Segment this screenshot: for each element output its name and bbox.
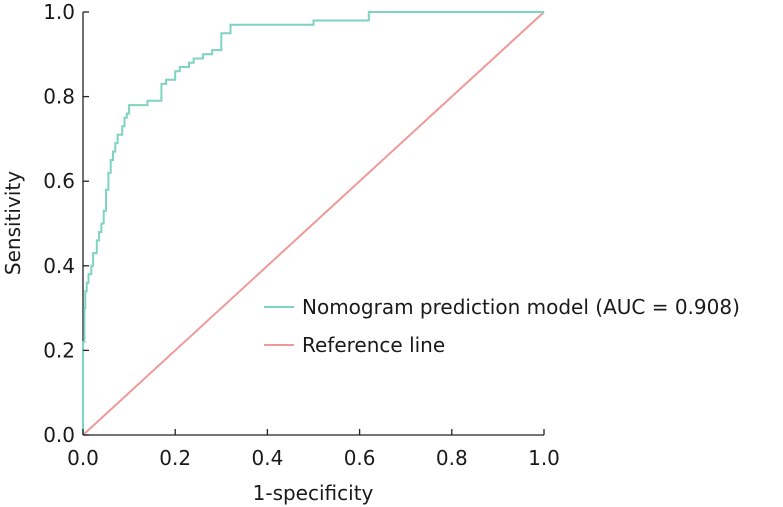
y-tick-label: 0.4	[43, 254, 75, 278]
y-tick-label: 0.8	[43, 85, 75, 109]
x-tick-label: 0.0	[67, 446, 99, 470]
x-axis-title: 1-specificity	[253, 481, 374, 505]
x-tick-label: 0.2	[159, 446, 191, 470]
legend-label: Nomogram prediction model (AUC = 0.908)	[302, 295, 740, 319]
legend: Nomogram prediction model (AUC = 0.908) R…	[264, 295, 740, 357]
y-tick-label: 1.0	[43, 0, 75, 24]
x-tick-label: 0.4	[251, 446, 283, 470]
roc-curve	[82, 11, 544, 435]
y-axis-title: Sensitivity	[1, 171, 25, 275]
y-tick-label: 0.0	[43, 423, 75, 447]
plot-series	[82, 11, 545, 436]
x-tick-label: 1.0	[528, 446, 560, 470]
x-tick-label: 0.8	[436, 446, 468, 470]
ticks: 0.0 0.2 0.4 0.6 0.8 1.0 0.0 0.2 0.4 0.6 0.8 1.0	[43, 0, 560, 470]
y-tick-label: 0.6	[43, 169, 75, 193]
reference-line	[82, 11, 545, 436]
y-tick-label: 0.2	[43, 338, 75, 362]
x-tick-label: 0.6	[344, 446, 376, 470]
legend-label: Reference line	[302, 333, 445, 357]
